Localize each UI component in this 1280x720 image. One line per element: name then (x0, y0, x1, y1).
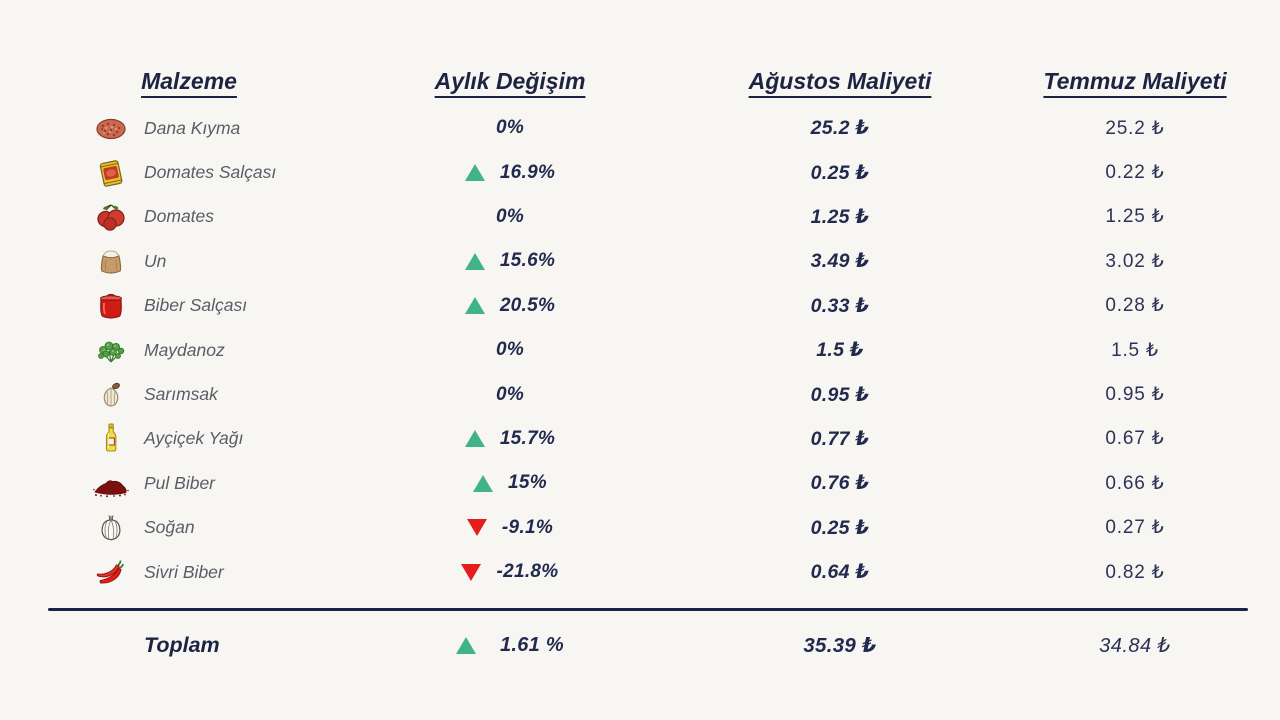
july-cost-value: 0.22 ₺ (1105, 162, 1165, 184)
august-cost-value: 3.49 ₺ (810, 250, 870, 273)
chili-flakes-icon (88, 465, 134, 501)
august-cost-value: 0.64 ₺ (810, 561, 870, 584)
ingredient-name: Sarımsak (144, 384, 218, 405)
monthly-change-cell: 20.5% (330, 295, 690, 317)
july-cost-value: 3.02 ₺ (1105, 250, 1165, 272)
monthly-change-value: 15.6% (499, 250, 556, 272)
total-july-cost: 34.84 ₺ (1099, 634, 1171, 657)
monthly-change-value: 0% (495, 205, 525, 227)
column-header-aylik-degisim: Aylık Değişim (434, 67, 586, 94)
table-row: Ayçiçek Yağı 15.7% 0.77 ₺ 0.67 ₺ (48, 417, 1280, 461)
table-row: Pul Biber 15% 0.76 ₺ 0.66 ₺ (48, 461, 1280, 505)
table-row: Domates 0% 1.25 ₺ 1.25 ₺ (48, 195, 1280, 239)
up-triangle-icon (464, 252, 485, 270)
table-row: Un 15.6% 3.49 ₺ 3.02 ₺ (48, 239, 1280, 283)
ingredient-name: Un (144, 250, 167, 271)
total-label: Toplam (144, 632, 220, 657)
august-cost-value: 0.77 ₺ (810, 427, 870, 450)
august-cost-value: 0.33 ₺ (810, 294, 870, 317)
table-row: Biber Salçası 20.5% 0.33 ₺ 0.28 ₺ (48, 284, 1280, 328)
tomatoes-icon (88, 199, 134, 235)
monthly-change-value: -21.8% (496, 561, 559, 583)
ingredient-name: Domates Salçası (144, 162, 277, 183)
up-triangle-icon (464, 430, 485, 448)
august-cost-value: 0.25 ₺ (810, 161, 870, 184)
chili-peppers-icon (88, 554, 134, 590)
minced-meat-icon (88, 110, 134, 146)
total-divider-line (48, 608, 1248, 612)
down-triangle-icon (466, 519, 487, 537)
july-cost-value: 0.28 ₺ (1105, 295, 1165, 317)
july-cost-value: 1.25 ₺ (1105, 206, 1165, 228)
august-cost-value: 25.2 ₺ (810, 117, 870, 140)
total-change-value: 1.61 % (499, 633, 565, 656)
monthly-change-value: 20.5% (499, 294, 556, 316)
monthly-change-value: 0% (495, 383, 525, 405)
monthly-change-value: 0% (495, 339, 525, 361)
ingredient-name: Dana Kıyma (144, 117, 241, 138)
total-row: Toplam 1.61 % 35.39 ₺ 34.84 ₺ (48, 617, 1280, 673)
column-header-temmuz-maliyeti: Temmuz Maliyeti (1043, 67, 1227, 94)
down-triangle-icon (461, 563, 482, 581)
august-cost-value: 0.95 ₺ (810, 383, 870, 406)
monthly-change-cell: 15% (330, 472, 690, 494)
table-row: Sivri Biber -21.8% 0.64 ₺ 0.82 ₺ (48, 550, 1280, 594)
table-row: Maydanoz 0% 1.5 ₺ 1.5 ₺ (48, 328, 1280, 372)
table-header-row: Malzeme Aylık Değişim Ağustos Maliyeti T… (48, 56, 1280, 106)
august-cost-value: 1.25 ₺ (810, 205, 870, 228)
table-row: Dana Kıyma 0% 25.2 ₺ 25.2 ₺ (48, 106, 1280, 150)
monthly-change-cell: 16.9% (330, 162, 690, 184)
monthly-change-cell: 15.7% (330, 428, 690, 450)
flour-sack-icon (88, 243, 134, 279)
monthly-change-cell: 0% (330, 117, 690, 139)
up-triangle-icon (455, 636, 476, 654)
red-jar-icon (88, 288, 134, 324)
august-cost-value: 0.76 ₺ (810, 472, 870, 495)
monthly-change-value: 16.9% (499, 161, 556, 183)
parsley-icon (88, 332, 134, 368)
total-august-cost: 35.39 ₺ (803, 633, 877, 657)
onion-icon (88, 510, 134, 546)
total-change-cell: 1.61 % (330, 634, 690, 657)
august-cost-value: 0.25 ₺ (810, 516, 870, 539)
up-triangle-icon (464, 164, 485, 182)
ingredient-name: Sivri Biber (144, 561, 224, 582)
ingredient-name: Maydanoz (144, 339, 225, 360)
table-row: Sarımsak 0% 0.95 ₺ 0.95 ₺ (48, 372, 1280, 416)
august-cost-value: 1.5 ₺ (816, 339, 864, 362)
column-header-malzeme: Malzeme (141, 67, 237, 94)
july-cost-value: 0.82 ₺ (1105, 561, 1165, 583)
monthly-change-cell: 0% (330, 339, 690, 361)
monthly-change-cell: -9.1% (330, 517, 690, 539)
table-row: Soğan -9.1% 0.25 ₺ 0.27 ₺ (48, 506, 1280, 550)
july-cost-value: 0.95 ₺ (1105, 384, 1165, 406)
ingredient-name: Soğan (144, 517, 195, 538)
monthly-change-value: -9.1% (501, 516, 554, 538)
tomato-paste-icon (88, 155, 134, 191)
july-cost-value: 0.67 ₺ (1105, 428, 1165, 450)
table-row: Domates Salçası 16.9% 0.25 ₺ 0.22 ₺ (48, 150, 1280, 194)
up-triangle-icon (464, 297, 485, 315)
monthly-change-cell: 0% (330, 384, 690, 406)
monthly-change-cell: 15.6% (330, 250, 690, 272)
ingredient-name: Ayçiçek Yağı (144, 428, 244, 449)
oil-bottle-icon (88, 421, 134, 457)
july-cost-value: 25.2 ₺ (1105, 117, 1165, 139)
july-cost-value: 0.27 ₺ (1105, 517, 1165, 539)
monthly-change-cell: 0% (330, 206, 690, 228)
ingredient-name: Domates (144, 206, 215, 227)
july-cost-value: 1.5 ₺ (1111, 339, 1159, 361)
monthly-change-value: 15% (508, 472, 547, 494)
up-triangle-icon (473, 474, 494, 492)
monthly-change-value: 0% (495, 117, 525, 139)
column-header-agustos-maliyeti: Ağustos Maliyeti (748, 67, 932, 94)
monthly-change-value: 15.7% (499, 427, 556, 449)
july-cost-value: 0.66 ₺ (1105, 472, 1165, 494)
ingredient-name: Biber Salçası (144, 295, 248, 316)
garlic-icon (88, 377, 134, 413)
monthly-change-cell: -21.8% (330, 561, 690, 583)
ingredient-name: Pul Biber (144, 472, 216, 493)
